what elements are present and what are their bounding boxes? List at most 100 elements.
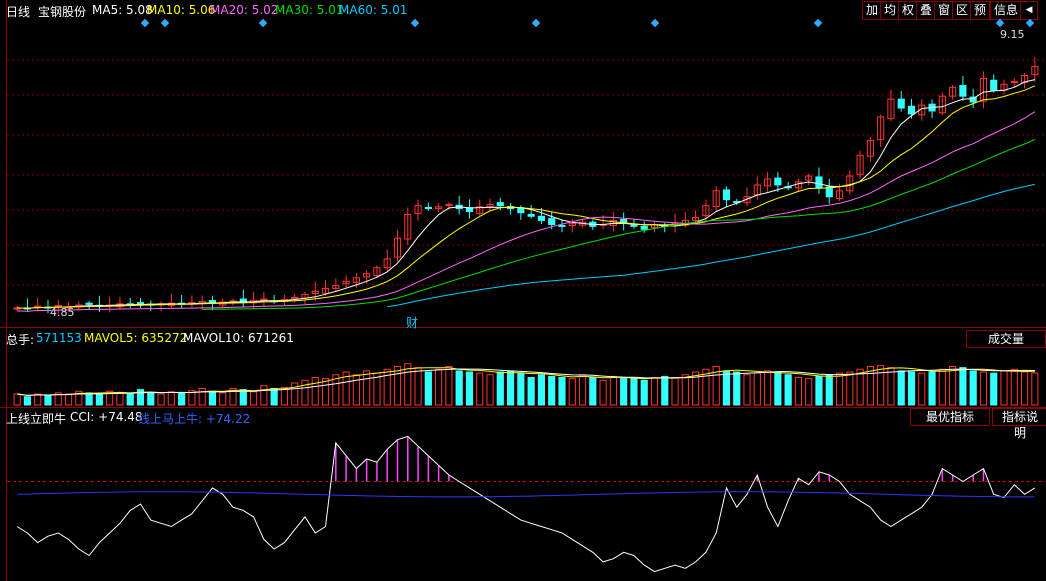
left-axis-line xyxy=(6,0,7,581)
volume-bar xyxy=(835,372,844,406)
volume-bar xyxy=(722,370,731,406)
volume-bar xyxy=(877,364,885,406)
volume-bar xyxy=(568,378,576,406)
candle-body xyxy=(979,77,988,102)
volume-bar xyxy=(825,374,833,406)
candle-body xyxy=(383,258,391,269)
volume-bar xyxy=(979,371,988,406)
candle-body xyxy=(352,277,360,283)
volume-bar xyxy=(661,375,669,406)
tool-jun-button[interactable]: 均 xyxy=(880,1,900,20)
volume-bar xyxy=(897,370,905,406)
candle-body xyxy=(887,98,895,120)
volume-bar xyxy=(671,377,679,406)
candle-body xyxy=(763,178,772,187)
volume-bar xyxy=(126,393,134,406)
candle-body xyxy=(558,224,566,227)
candle-body xyxy=(424,206,432,210)
tool-die-button[interactable]: 叠 xyxy=(916,1,936,20)
candle-body xyxy=(722,189,731,201)
candle-body xyxy=(54,305,62,308)
volume-bar xyxy=(476,372,484,406)
volume-bar xyxy=(650,377,659,406)
event-diamond-icon xyxy=(650,18,660,28)
volume-bar xyxy=(938,368,946,406)
volume-bar xyxy=(548,375,556,406)
indicator-help-button[interactable]: 指标说明 xyxy=(992,408,1046,440)
candle-body xyxy=(835,190,844,200)
tool-range-button[interactable]: 区 xyxy=(952,1,972,20)
candle-body xyxy=(630,224,638,227)
volume-bar xyxy=(23,396,32,406)
volume-bar xyxy=(95,393,103,406)
volume-bar xyxy=(116,391,124,406)
volume-bar xyxy=(34,393,42,406)
volume-bar xyxy=(1010,368,1018,406)
candle-body xyxy=(260,298,268,301)
volume-bar xyxy=(147,392,155,406)
volume-bar xyxy=(1000,370,1008,406)
volume-bar xyxy=(13,393,21,406)
period-label: 日线 xyxy=(6,5,31,19)
event-diamond-icon xyxy=(813,18,823,28)
tool-forecast-button[interactable]: 预 xyxy=(970,1,990,20)
candle-body xyxy=(969,96,977,103)
volume-total-value: 571153 xyxy=(36,331,82,345)
volume-bar xyxy=(270,388,278,406)
volume-bar xyxy=(774,371,782,406)
event-diamond-icon xyxy=(1025,18,1035,28)
best-indicator-button[interactable]: 最优指标 xyxy=(910,408,990,426)
volume-bar xyxy=(363,370,371,406)
volume-bar xyxy=(414,367,422,406)
volume-bar xyxy=(578,374,587,406)
volume-bar xyxy=(681,374,689,406)
volume-bar xyxy=(455,370,463,406)
volume-bar xyxy=(620,377,628,406)
volume-bar xyxy=(404,363,412,406)
event-diamond-icon xyxy=(258,18,268,28)
volume-bar xyxy=(188,390,196,406)
volume-bar xyxy=(794,377,803,406)
volume-bar xyxy=(506,370,515,406)
event-diamond-icon xyxy=(160,18,170,28)
volume-bar xyxy=(496,371,504,406)
volume-bar xyxy=(393,366,402,406)
candle-body xyxy=(136,302,145,305)
candle-body xyxy=(476,206,484,214)
volume-bar xyxy=(167,391,175,406)
candle-body xyxy=(85,302,93,305)
candle-body xyxy=(990,79,998,91)
volume-bar xyxy=(763,370,772,406)
ma10-line xyxy=(17,85,1036,309)
candle-body xyxy=(404,213,412,240)
volume-bar xyxy=(599,379,607,406)
volume-bar xyxy=(517,372,525,406)
volume-bar xyxy=(157,393,165,406)
volume-bar xyxy=(959,367,967,406)
volume-bar xyxy=(907,371,916,406)
cci-value-label: CCI: +74.48 xyxy=(70,410,143,424)
candle-body xyxy=(815,176,823,189)
event-diamond-icon xyxy=(531,18,541,28)
volume-bar xyxy=(198,388,206,406)
ma30-label: MA30: 5.01 xyxy=(275,3,344,17)
volume-bar xyxy=(249,391,258,406)
tool-info-button[interactable]: 信息 xyxy=(990,1,1022,20)
candle-body xyxy=(856,154,864,175)
volume-bar xyxy=(640,379,648,406)
volume-bar xyxy=(856,368,864,406)
volume-indicator-button[interactable]: 成交量 xyxy=(966,330,1046,348)
ma60-line xyxy=(387,183,1036,308)
mavol10-label: MAVOL10: 671261 xyxy=(183,331,294,345)
volume-bar xyxy=(75,390,83,406)
event-diamond-icon xyxy=(410,18,420,28)
candle-body xyxy=(393,237,402,258)
volume-bar xyxy=(949,366,957,406)
volume-bar xyxy=(301,379,309,406)
volume-bar xyxy=(712,366,720,406)
candle-body xyxy=(743,196,751,204)
back-arrow-icon[interactable]: ◀ xyxy=(1020,1,1038,20)
candle-body xyxy=(805,175,813,181)
candle-body xyxy=(866,140,874,157)
ma5-line xyxy=(17,79,1036,309)
